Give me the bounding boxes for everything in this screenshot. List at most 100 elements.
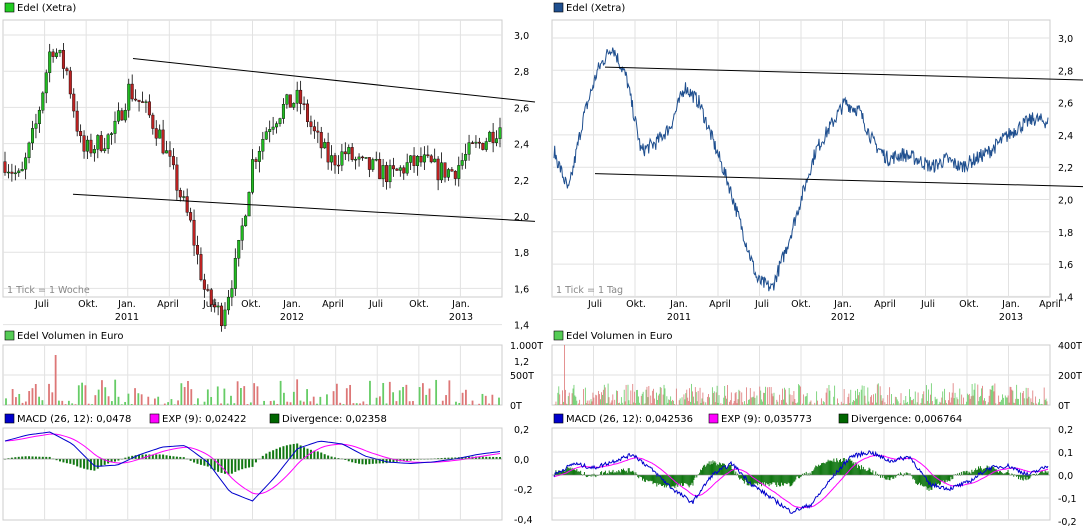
volume-bar <box>798 384 800 405</box>
legend-macd: MACD (26, 12): 0,042536 <box>566 414 693 425</box>
divergence-bar <box>727 466 729 475</box>
divergence-bar <box>638 475 640 479</box>
divergence-bar <box>641 475 643 478</box>
candle-body <box>302 103 306 105</box>
volume-bar <box>557 392 559 405</box>
volume-bar <box>956 397 958 405</box>
volume-bar <box>1007 395 1009 405</box>
divergence-bar <box>836 458 838 475</box>
candle-body <box>474 141 478 144</box>
divergence-bar <box>716 465 718 475</box>
divergence-bar <box>919 475 921 486</box>
divergence-bar <box>741 475 743 479</box>
divergence-bar <box>992 466 994 475</box>
divergence-bar <box>1029 475 1031 479</box>
volume-bar <box>768 387 770 405</box>
divergence-bar <box>771 475 773 484</box>
volume-bar <box>1040 403 1042 405</box>
volume-bar <box>627 384 629 405</box>
volume-bar <box>24 401 27 405</box>
candle-body <box>85 139 89 152</box>
candle-body <box>364 157 368 159</box>
volume-bar <box>754 397 756 405</box>
volume-bar <box>692 391 693 405</box>
divergence-bar <box>646 475 648 481</box>
divergence-bar <box>203 459 206 466</box>
divergence-bar <box>193 459 196 463</box>
divergence-bar <box>627 468 629 475</box>
candle-body <box>48 51 52 73</box>
divergence-bar <box>781 475 783 486</box>
volume-bar <box>949 402 951 405</box>
volume-bar <box>635 403 636 405</box>
candle-body <box>82 135 86 152</box>
x-month-label: Jan. <box>833 299 852 310</box>
divergence-bar <box>941 475 943 481</box>
divergence-bar <box>773 475 775 483</box>
volume-bar <box>789 394 791 405</box>
candle-body <box>51 51 55 57</box>
volume-bar <box>850 389 852 405</box>
divergence-bar <box>413 459 416 461</box>
candle-body <box>405 162 409 174</box>
volume-bar <box>668 399 670 405</box>
volume-bar <box>725 395 727 405</box>
y-tick-label: 1,4 <box>1058 292 1073 303</box>
divergence-bar <box>820 463 822 475</box>
divergence-bar <box>817 466 819 475</box>
divergence-bar <box>575 470 577 475</box>
divergence-bar <box>309 449 312 459</box>
candle-body <box>453 170 457 179</box>
volume-bar <box>378 396 381 405</box>
volume-bar <box>1043 387 1045 405</box>
volume-bar <box>822 401 824 405</box>
divergence-bar <box>1003 473 1005 475</box>
volume-bar <box>842 403 844 405</box>
y-tick-label: 2,0 <box>514 212 529 223</box>
volume-bar <box>1033 402 1035 405</box>
volume-bar <box>726 398 727 405</box>
divergence-bar <box>86 459 89 470</box>
candle-body <box>285 94 289 105</box>
volume-bar <box>565 389 566 405</box>
divergence-bar <box>560 471 562 475</box>
volume-bar <box>481 393 484 405</box>
divergence-bar <box>703 464 705 475</box>
divergence-bar <box>845 459 847 475</box>
volume-bar <box>31 388 34 405</box>
divergence-bar <box>794 475 796 482</box>
divergence-bar <box>814 467 816 475</box>
divergence-bar <box>948 475 950 481</box>
divergence-bar <box>217 459 220 472</box>
divergence-bar <box>175 456 178 459</box>
volume-bar <box>989 389 991 405</box>
divergence-bar <box>227 459 230 475</box>
divergence-bar <box>1001 472 1003 475</box>
volume-bar <box>636 390 637 405</box>
volume-bar <box>674 404 675 405</box>
divergence-bar <box>862 466 864 475</box>
candle-body <box>326 142 330 163</box>
divergence-bar <box>626 472 628 475</box>
divergence-bar <box>586 475 588 478</box>
volume-bar <box>860 389 862 405</box>
volume-bar <box>941 397 943 405</box>
volume-bar <box>913 403 915 405</box>
volume-bar <box>206 389 209 405</box>
volume-bar <box>973 389 975 405</box>
candle-body <box>271 126 275 130</box>
divergence-bar <box>916 475 918 484</box>
candle-body <box>137 99 141 102</box>
volume-bar <box>620 404 621 405</box>
volume-bar <box>694 387 696 405</box>
volume-bar <box>962 404 964 405</box>
volume-bar <box>841 404 843 405</box>
x-year-label: 2011 <box>667 312 691 323</box>
volume-bar <box>312 396 315 405</box>
volume-bar <box>573 384 575 405</box>
volume-bar <box>955 404 957 405</box>
x-month-label: April <box>322 299 344 310</box>
volume-bar <box>762 401 764 405</box>
volume-bar <box>761 399 763 405</box>
candle-body <box>477 141 481 144</box>
